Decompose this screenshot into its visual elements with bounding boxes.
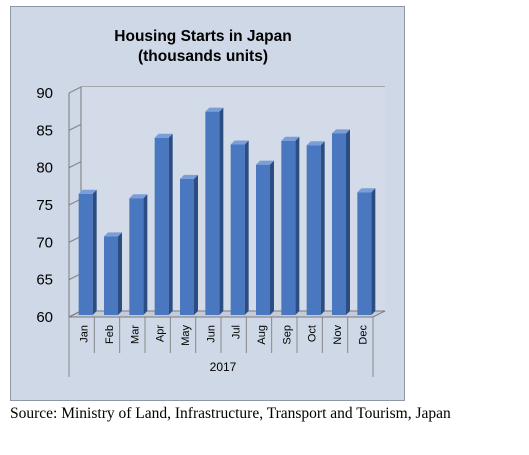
bar-top bbox=[306, 141, 325, 146]
y-tick-label: 65 bbox=[36, 272, 53, 289]
bar-top bbox=[154, 133, 173, 138]
bar-top bbox=[78, 189, 97, 194]
bar-side bbox=[270, 160, 274, 315]
y-tick-label: 60 bbox=[36, 309, 53, 326]
bar-front bbox=[78, 193, 93, 315]
bar-side bbox=[371, 188, 376, 315]
bars bbox=[78, 107, 376, 316]
y-tick-label: 70 bbox=[36, 234, 53, 251]
x-tick-label: Nov bbox=[332, 325, 344, 345]
bar-top bbox=[256, 160, 274, 165]
bar-front bbox=[205, 111, 220, 316]
bar-side bbox=[92, 189, 97, 315]
bar-side bbox=[219, 107, 224, 316]
bar-side bbox=[143, 194, 148, 315]
chart-frame: Housing Starts in Japan (thousands units… bbox=[10, 6, 405, 401]
bar-top bbox=[129, 194, 148, 199]
bar-front bbox=[180, 178, 194, 315]
bar bbox=[78, 189, 97, 315]
x-tick-label: Aug bbox=[256, 325, 268, 345]
bar bbox=[104, 232, 122, 315]
bar-front bbox=[332, 133, 346, 315]
bar bbox=[205, 107, 224, 316]
bar bbox=[306, 141, 325, 315]
bar bbox=[332, 129, 350, 315]
bar-top bbox=[332, 129, 350, 134]
bar bbox=[129, 194, 148, 315]
y-tick-label: 75 bbox=[36, 197, 53, 214]
bar bbox=[256, 160, 274, 315]
bar-front bbox=[306, 145, 321, 315]
chart-subtitle: (thousands units) bbox=[138, 48, 268, 65]
bar-top bbox=[104, 232, 122, 237]
bar bbox=[180, 174, 198, 315]
bar-top bbox=[357, 188, 376, 193]
x-tick-label: Jan bbox=[79, 325, 91, 343]
x-tick-label: Dec bbox=[357, 325, 369, 345]
x-tick-label: Jul bbox=[231, 325, 243, 339]
bar bbox=[281, 136, 300, 315]
bar-front bbox=[230, 144, 245, 315]
bar-side bbox=[320, 141, 325, 315]
x-tick-label: Mar bbox=[129, 325, 141, 344]
y-tick-label: 85 bbox=[36, 122, 53, 139]
chart-title: Housing Starts in Japan bbox=[114, 28, 291, 45]
bar-front bbox=[256, 164, 270, 315]
bar-top bbox=[281, 136, 300, 141]
bar-front bbox=[281, 140, 296, 315]
bar-top bbox=[205, 107, 224, 112]
bar bbox=[357, 188, 376, 315]
x-tick-label: Sep bbox=[281, 325, 293, 345]
bar-side bbox=[118, 232, 122, 315]
bar-side bbox=[295, 136, 300, 315]
bar-top bbox=[230, 140, 249, 145]
x-tick-label: Jun bbox=[205, 325, 217, 343]
bar-front bbox=[129, 198, 144, 315]
bar bbox=[154, 133, 173, 315]
bar-side bbox=[244, 140, 249, 315]
x-tick-label: Feb bbox=[104, 325, 116, 344]
bar-top bbox=[180, 174, 198, 179]
bar-side bbox=[346, 129, 350, 315]
bar-side bbox=[194, 174, 198, 315]
y-tick-label: 90 bbox=[36, 85, 53, 102]
x-tick-label: Oct bbox=[307, 325, 319, 342]
x-axis-group-label: 2017 bbox=[210, 360, 237, 374]
x-tick-label: May bbox=[180, 325, 192, 346]
bar-side bbox=[168, 133, 173, 315]
x-axis-ticks: Jan Feb Mar Apr May Jun Jul Aug Sep Oct Nov Dec bbox=[79, 325, 370, 346]
source-note: Source: Ministry of Land, Infrastructure… bbox=[10, 405, 451, 422]
bar-front bbox=[154, 137, 169, 315]
y-tick-label: 80 bbox=[36, 160, 53, 177]
bar-front bbox=[357, 192, 372, 315]
bar bbox=[230, 140, 249, 315]
y-axis-ticks: 60 65 70 75 80 85 90 bbox=[36, 85, 53, 326]
bar-front bbox=[104, 236, 118, 315]
x-tick-label: Apr bbox=[155, 325, 167, 342]
bar-chart: Housing Starts in Japan (thousands units… bbox=[36, 28, 386, 377]
